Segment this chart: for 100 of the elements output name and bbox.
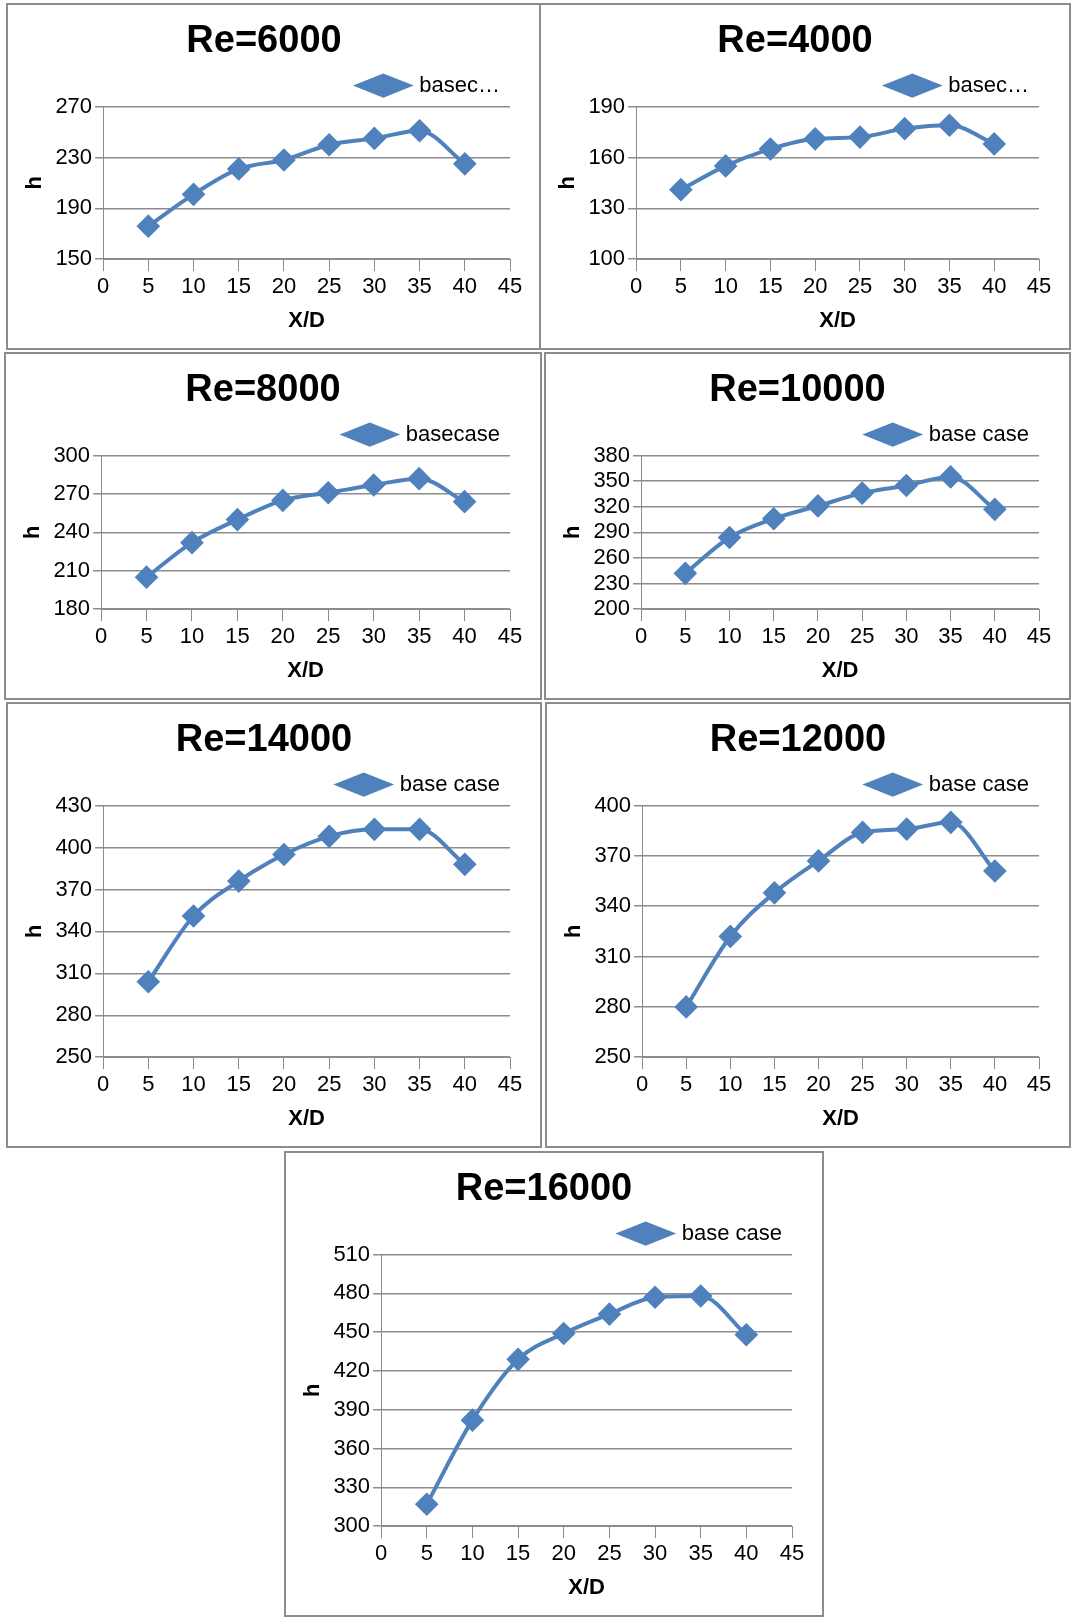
legend-label: basecase <box>405 420 501 446</box>
y-tick-label: 190 <box>588 92 626 118</box>
point <box>939 811 962 834</box>
x-tick-label: 30 <box>892 273 917 299</box>
chart-title: Re=14000 <box>175 717 353 760</box>
point <box>714 154 737 177</box>
x-tick-label: 20 <box>271 1071 297 1097</box>
x-tick-label: 45 <box>1026 623 1052 649</box>
point <box>807 849 830 872</box>
y-tick-label: 230 <box>55 143 93 169</box>
y-tick-label: 450 <box>333 1318 371 1344</box>
y-tick-label: 370 <box>55 875 93 901</box>
y-tick-label: 130 <box>588 194 626 220</box>
y-tick-label: 310 <box>55 959 93 985</box>
x-tick-label: 30 <box>362 273 387 299</box>
point <box>598 1303 621 1326</box>
y-tick-label: 430 <box>55 791 93 817</box>
point <box>689 1284 712 1307</box>
point <box>415 1493 438 1516</box>
point <box>137 970 160 993</box>
x-tick-label: 10 <box>717 623 742 649</box>
x-tick-label: 35 <box>406 623 432 649</box>
x-tick-label: 0 <box>634 623 648 649</box>
x-axis-title: X/D <box>821 656 859 682</box>
y-tick-label: 160 <box>588 143 626 169</box>
point <box>461 1409 484 1432</box>
x-tick-label: 10 <box>179 623 205 649</box>
point <box>453 490 476 513</box>
x-axis-title: X/D <box>819 306 856 332</box>
y-tick-label: 360 <box>333 1434 371 1460</box>
x-tick-label: 45 <box>497 273 523 299</box>
y-axis-title: h <box>21 924 47 939</box>
y-tick-label: 150 <box>55 245 93 271</box>
x-tick-label: 30 <box>642 1540 668 1566</box>
y-tick-label: 250 <box>55 1043 93 1069</box>
x-tick-label: 5 <box>680 1071 693 1097</box>
y-tick-label: 400 <box>55 833 93 859</box>
x-tick-label: 30 <box>361 623 386 649</box>
point <box>182 183 205 206</box>
y-tick-label: 340 <box>55 917 93 943</box>
x-tick-label: 5 <box>674 273 687 299</box>
y-tick-label: 190 <box>55 194 93 220</box>
chart-title: Re=4000 <box>717 18 873 61</box>
x-tick-label: 45 <box>497 623 523 649</box>
legend-label: basec… <box>948 71 1030 97</box>
y-tick-label: 260 <box>593 544 631 570</box>
point <box>362 474 385 497</box>
x-tick-label: 25 <box>316 623 341 649</box>
y-tick-label: 310 <box>594 942 632 968</box>
y-tick-label: 200 <box>593 595 631 621</box>
y-tick-label: 330 <box>333 1473 371 1499</box>
point <box>453 152 476 175</box>
point <box>938 114 961 137</box>
point <box>272 843 295 866</box>
y-tick-label: 210 <box>53 556 91 582</box>
x-tick-label: 30 <box>894 623 919 649</box>
y-tick-label: 230 <box>593 569 631 595</box>
x-tick-label: 40 <box>982 623 1008 649</box>
x-tick-label: 0 <box>96 1071 110 1097</box>
legend-label: base case <box>928 770 1030 796</box>
point <box>408 818 431 841</box>
y-axis-title: h <box>21 176 47 190</box>
point <box>226 508 249 531</box>
y-tick-label: 300 <box>53 441 91 467</box>
x-tick-label: 0 <box>374 1540 388 1566</box>
point <box>137 215 160 238</box>
y-tick-label: 380 <box>593 441 631 467</box>
x-tick-label: 25 <box>847 273 873 299</box>
point <box>719 925 742 948</box>
x-tick-label: 5 <box>142 1071 155 1097</box>
x-tick-label: 0 <box>629 273 643 299</box>
chart-title: Re=16000 <box>455 1166 633 1209</box>
x-tick-label: 40 <box>734 1540 759 1566</box>
x-tick-label: 20 <box>806 1071 831 1097</box>
x-tick-label: 40 <box>452 623 477 649</box>
point <box>895 474 918 497</box>
x-tick-label: 35 <box>938 1071 964 1097</box>
point <box>272 149 295 172</box>
point <box>180 531 203 554</box>
y-tick-label: 240 <box>53 518 91 544</box>
point <box>718 526 741 549</box>
x-tick-label: 15 <box>761 623 786 649</box>
y-axis-title: h <box>19 525 45 540</box>
x-tick-label: 25 <box>316 273 342 299</box>
x-tick-label: 35 <box>407 273 432 299</box>
y-tick-label: 280 <box>594 992 632 1018</box>
x-tick-label: 45 <box>497 1071 523 1097</box>
y-tick-label: 510 <box>333 1240 371 1266</box>
x-tick-label: 0 <box>635 1071 649 1097</box>
y-tick-label: 370 <box>594 841 632 867</box>
x-tick-label: 10 <box>713 273 738 299</box>
y-tick-label: 350 <box>593 467 631 493</box>
x-tick-label: 10 <box>181 273 206 299</box>
x-tick-label: 5 <box>140 623 153 649</box>
x-tick-label: 25 <box>316 1071 342 1097</box>
x-tick-label: 40 <box>452 273 478 299</box>
point <box>271 489 294 512</box>
y-tick-label: 270 <box>53 480 91 506</box>
x-tick-label: 5 <box>420 1540 433 1566</box>
y-tick-label: 290 <box>593 518 631 544</box>
